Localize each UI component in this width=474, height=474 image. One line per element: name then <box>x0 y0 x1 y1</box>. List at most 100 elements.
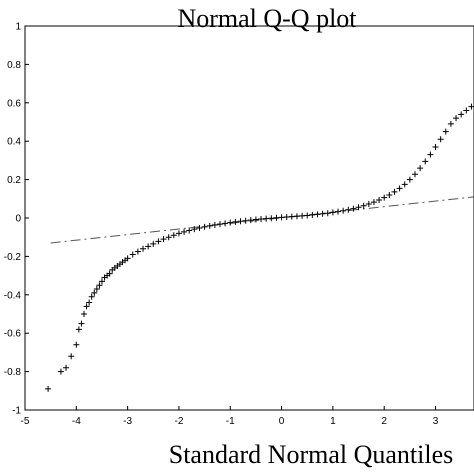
data-point <box>442 128 449 135</box>
data-point <box>376 196 383 203</box>
data-point <box>57 368 64 375</box>
y-tick-label: 0 <box>15 214 21 225</box>
data-point <box>263 215 270 222</box>
data-point <box>175 230 182 237</box>
data-point <box>134 248 141 255</box>
data-point <box>355 204 362 211</box>
data-point <box>96 282 103 289</box>
y-tick-label: -0.4 <box>4 290 22 301</box>
x-tick-label: 1 <box>330 416 336 427</box>
plot-area <box>24 25 474 411</box>
data-point <box>283 214 290 221</box>
data-point <box>258 215 265 222</box>
x-axis-label: Standard Normal Quantiles <box>169 440 454 469</box>
data-point <box>335 208 342 215</box>
data-point <box>68 353 75 360</box>
data-point <box>181 228 188 235</box>
data-point <box>150 240 157 247</box>
data-point <box>314 211 321 218</box>
data-point <box>427 151 434 158</box>
data-point <box>340 207 347 214</box>
data-point <box>406 176 413 183</box>
data-point <box>165 234 172 241</box>
data-point <box>140 245 147 252</box>
data-point <box>247 217 254 224</box>
data-point <box>91 289 98 296</box>
data-point <box>268 215 275 222</box>
data-point <box>237 218 244 225</box>
data-point <box>288 213 295 220</box>
y-tick-label: 1 <box>15 22 21 33</box>
data-point <box>196 224 203 231</box>
data-point <box>468 103 474 110</box>
x-tick-label: -2 <box>174 416 183 427</box>
x-tick-label: -4 <box>72 416 81 427</box>
data-point <box>278 214 285 221</box>
data-point <box>345 206 352 213</box>
data-point <box>453 115 460 122</box>
x-tick-label: -3 <box>123 416 132 427</box>
data-point <box>411 171 418 178</box>
data-point <box>463 107 470 114</box>
y-axis: -1 -0.8 -0.6 -0.4 -0.2 0 0.2 0.4 0.6 0.8 1 <box>4 22 29 417</box>
data-point <box>252 216 259 223</box>
data-point <box>309 211 316 218</box>
data-point <box>293 213 300 220</box>
data-point <box>319 210 326 217</box>
x-tick-label: -1 <box>226 416 235 427</box>
y-tick-label: 0.4 <box>7 137 21 148</box>
data-point <box>391 188 398 195</box>
data-point <box>222 220 229 227</box>
data-point <box>227 219 234 226</box>
data-point <box>86 299 93 306</box>
data-point <box>93 286 100 293</box>
data-point <box>304 212 311 219</box>
y-tick-label: 0.8 <box>7 60 21 71</box>
data-point <box>324 210 331 217</box>
y-tick-label: 0.6 <box>7 98 21 109</box>
data-point <box>370 199 377 206</box>
data-point <box>360 202 367 209</box>
data-point <box>299 212 306 219</box>
reference-line <box>50 196 474 244</box>
data-point <box>422 158 429 165</box>
x-axis: -5 -4 -3 -2 -1 0 1 2 3 <box>21 406 439 427</box>
data-point <box>186 227 193 234</box>
data-point <box>386 191 393 198</box>
data-point <box>273 214 280 221</box>
data-point <box>83 303 90 310</box>
y-tick-label: -0.2 <box>4 252 22 263</box>
data-point <box>381 194 388 201</box>
data-point <box>350 205 357 212</box>
y-tick-label: -1 <box>12 406 21 417</box>
data-point <box>106 270 113 277</box>
data-point <box>447 120 454 127</box>
data-point <box>206 222 213 229</box>
data-point <box>124 255 131 262</box>
data-point <box>401 181 408 188</box>
data-point <box>160 236 167 243</box>
data-points <box>45 103 474 392</box>
x-tick-label: -5 <box>21 416 30 427</box>
y-tick-label: -0.6 <box>4 329 22 340</box>
data-point <box>145 243 152 250</box>
data-point <box>191 226 198 233</box>
data-point <box>365 200 372 207</box>
data-point <box>211 221 218 228</box>
data-point <box>201 223 208 230</box>
x-tick-label: 2 <box>381 416 387 427</box>
x-tick-label: 3 <box>433 416 439 427</box>
data-point <box>45 385 52 392</box>
data-point <box>78 320 85 327</box>
data-point <box>458 111 465 118</box>
data-point <box>170 232 177 239</box>
data-point <box>98 278 105 285</box>
data-point <box>432 143 439 150</box>
data-point <box>329 209 336 216</box>
x-tick-label: 0 <box>279 416 285 427</box>
y-tick-label: -0.8 <box>4 367 22 378</box>
data-point <box>216 221 223 228</box>
data-point <box>155 238 162 245</box>
data-point <box>396 185 403 192</box>
